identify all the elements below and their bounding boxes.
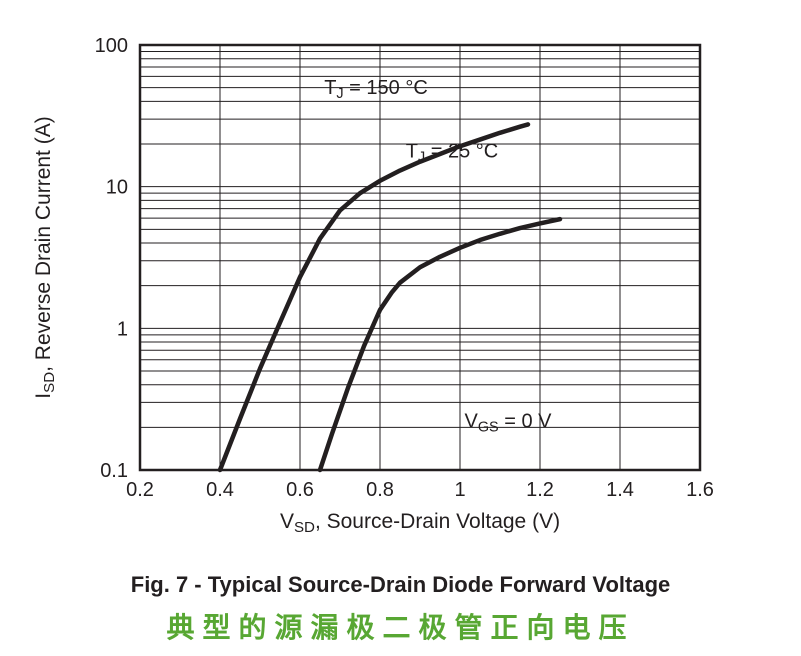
- x-tick-label: 1.2: [526, 479, 554, 501]
- caption-en: Fig. 7 - Typical Source-Drain Diode Forw…: [0, 572, 801, 598]
- y-tick-label: 0.1: [100, 460, 128, 482]
- x-tick-label: 1.6: [686, 479, 714, 501]
- x-tick-label: 0.6: [286, 479, 314, 501]
- y-tick-label: 1: [117, 318, 128, 340]
- x-tick-label: 0.2: [126, 479, 154, 501]
- x-axis-label: VSD, Source-Drain Voltage (V): [280, 510, 560, 536]
- y-axis-label: ISD, Reverse Drain Current (A): [32, 116, 58, 398]
- caption-zh: 典型的源漏极二极管正向电压: [0, 606, 801, 646]
- y-tick-label: 10: [106, 177, 128, 199]
- plot-border: [140, 45, 700, 470]
- x-tick-label: 0.4: [206, 479, 234, 501]
- chart-annotation: TJ = 150 °C: [324, 77, 428, 102]
- y-tick-label: 100: [95, 35, 128, 57]
- x-tick-label: 0.8: [366, 479, 394, 501]
- chart-annotation: VGS = 0 V: [465, 410, 553, 435]
- series-Tj25: [320, 219, 560, 470]
- x-tick-label: 1: [454, 479, 465, 501]
- x-tick-label: 1.4: [606, 479, 634, 501]
- chart-svg: 0.2 0.4 0.6 0.8 1 1.2 1.4 1.6 0.1 1 10 100 TJ = 150 …: [0, 0, 801, 560]
